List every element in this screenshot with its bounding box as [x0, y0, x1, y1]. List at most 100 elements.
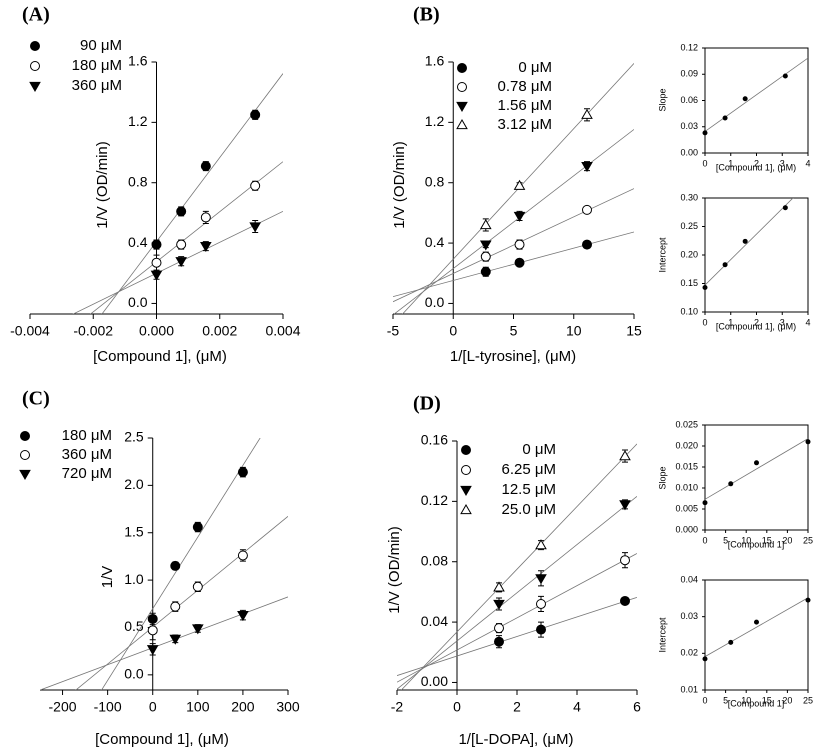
legend-marker — [461, 445, 471, 455]
fit-line — [397, 596, 637, 676]
x-tick-label: 15 — [762, 695, 772, 705]
marker — [493, 599, 505, 610]
marker — [754, 619, 759, 625]
fit-line — [101, 438, 261, 690]
x-tick-label: -0.002 — [73, 322, 113, 338]
y-tick-label: 0.020 — [675, 440, 698, 450]
y-tick-label: 0.0 — [425, 294, 445, 310]
y-tick-label: 0.010 — [675, 482, 698, 492]
legend-label: 720 μM — [62, 465, 112, 482]
marker — [728, 639, 734, 645]
x-tick-label: 20 — [782, 695, 792, 705]
legend-marker — [30, 41, 40, 51]
x-axis-label: [Compound 1] — [728, 698, 785, 708]
x-tick-label: 25 — [803, 695, 813, 705]
marker — [479, 219, 492, 230]
legend-marker — [460, 504, 472, 515]
x-tick-label: 0 — [702, 535, 707, 545]
y-tick-label: 0.00 — [680, 147, 698, 157]
marker — [581, 162, 593, 173]
y-tick-label: 0.01 — [680, 684, 698, 694]
fit-line — [705, 198, 794, 286]
marker — [494, 623, 504, 634]
x-tick-label: 0.002 — [202, 322, 237, 338]
y-tick-label: 0.015 — [675, 461, 698, 471]
x-tick-label: 20 — [782, 535, 792, 545]
marker — [620, 555, 630, 566]
y-tick-label: 1.6 — [128, 53, 148, 69]
marker — [535, 539, 547, 550]
legend-marker — [461, 465, 471, 475]
y-tick-label: 1.0 — [124, 571, 144, 587]
marker — [175, 257, 187, 268]
x-tick-label: 10 — [566, 322, 582, 338]
marker — [722, 262, 728, 268]
fit-line — [400, 443, 637, 690]
x-axis-label: 1/[L-DOPA], (μM) — [458, 731, 573, 748]
y-tick-label: 0.025 — [675, 419, 698, 429]
legend-marker — [457, 82, 467, 92]
marker — [619, 500, 631, 511]
marker — [250, 180, 261, 191]
marker — [237, 611, 249, 622]
x-tick-label: 25 — [803, 535, 813, 545]
legend-marker — [456, 119, 468, 130]
marker — [513, 179, 526, 190]
legend-marker — [460, 485, 472, 496]
marker — [237, 467, 248, 478]
marker — [702, 284, 708, 290]
y-tick-label: 1.2 — [425, 113, 445, 129]
y-tick-label: 0.5 — [124, 618, 144, 634]
fit-line — [393, 129, 634, 314]
y-tick-label: 0.15 — [680, 278, 698, 288]
marker — [151, 257, 162, 268]
x-tick-label: 2 — [513, 698, 521, 714]
plot-frame — [704, 424, 809, 531]
x-axis-label: [Compound 1], (μM) — [716, 321, 796, 331]
x-tick-label: 3 — [780, 158, 785, 168]
marker — [200, 161, 211, 172]
y-axis-label: Intercept — [657, 237, 667, 273]
x-tick-label: 0 — [702, 317, 707, 327]
y-tick-label: 0.20 — [680, 249, 698, 259]
legend-marker — [29, 81, 41, 92]
marker — [176, 206, 187, 217]
marker — [728, 481, 734, 487]
x-tick-label: 0.004 — [265, 322, 300, 338]
x-tick-label: 4 — [805, 158, 810, 168]
x-axis-label: [Compound 1], (μM) — [95, 731, 229, 748]
legend-label: 12.5 μM — [502, 481, 557, 498]
y-tick-label: 0.10 — [680, 306, 698, 316]
x-tick-label: 6 — [633, 698, 641, 714]
marker — [170, 601, 181, 612]
x-tick-label: -100 — [94, 698, 122, 714]
y-tick-label: 0.16 — [421, 432, 448, 448]
y-tick-label: 0.005 — [675, 503, 698, 513]
legend-label: 1.56 μM — [498, 97, 553, 114]
legend-label: 0 μM — [522, 441, 556, 458]
x-tick-label: -0.004 — [10, 322, 50, 338]
legend-label: 360 μM — [62, 446, 112, 463]
marker — [513, 211, 526, 222]
marker — [192, 624, 204, 635]
y-axis-label: Slope — [657, 88, 667, 111]
marker — [480, 266, 491, 277]
x-tick-label: 1 — [728, 158, 733, 168]
marker — [200, 212, 211, 223]
x-tick-label: 4 — [573, 698, 581, 714]
x-tick-label: 15 — [626, 322, 642, 338]
plot-frame — [704, 47, 809, 154]
legend-label: 90 μM — [80, 37, 122, 54]
fit-line — [75, 516, 288, 690]
x-axis-label: [Compound 1], (μM) — [93, 348, 227, 365]
x-tick-label: 0 — [702, 158, 707, 168]
fit-line — [705, 57, 808, 132]
plot-frame — [704, 197, 809, 313]
legend-label: 180 μM — [62, 427, 112, 444]
y-tick-label: 0.06 — [680, 95, 698, 105]
y-tick-label: 0.000 — [675, 524, 698, 534]
marker — [170, 560, 181, 571]
panel-label: (B) — [413, 4, 440, 26]
y-tick-label: 0.8 — [425, 173, 445, 189]
